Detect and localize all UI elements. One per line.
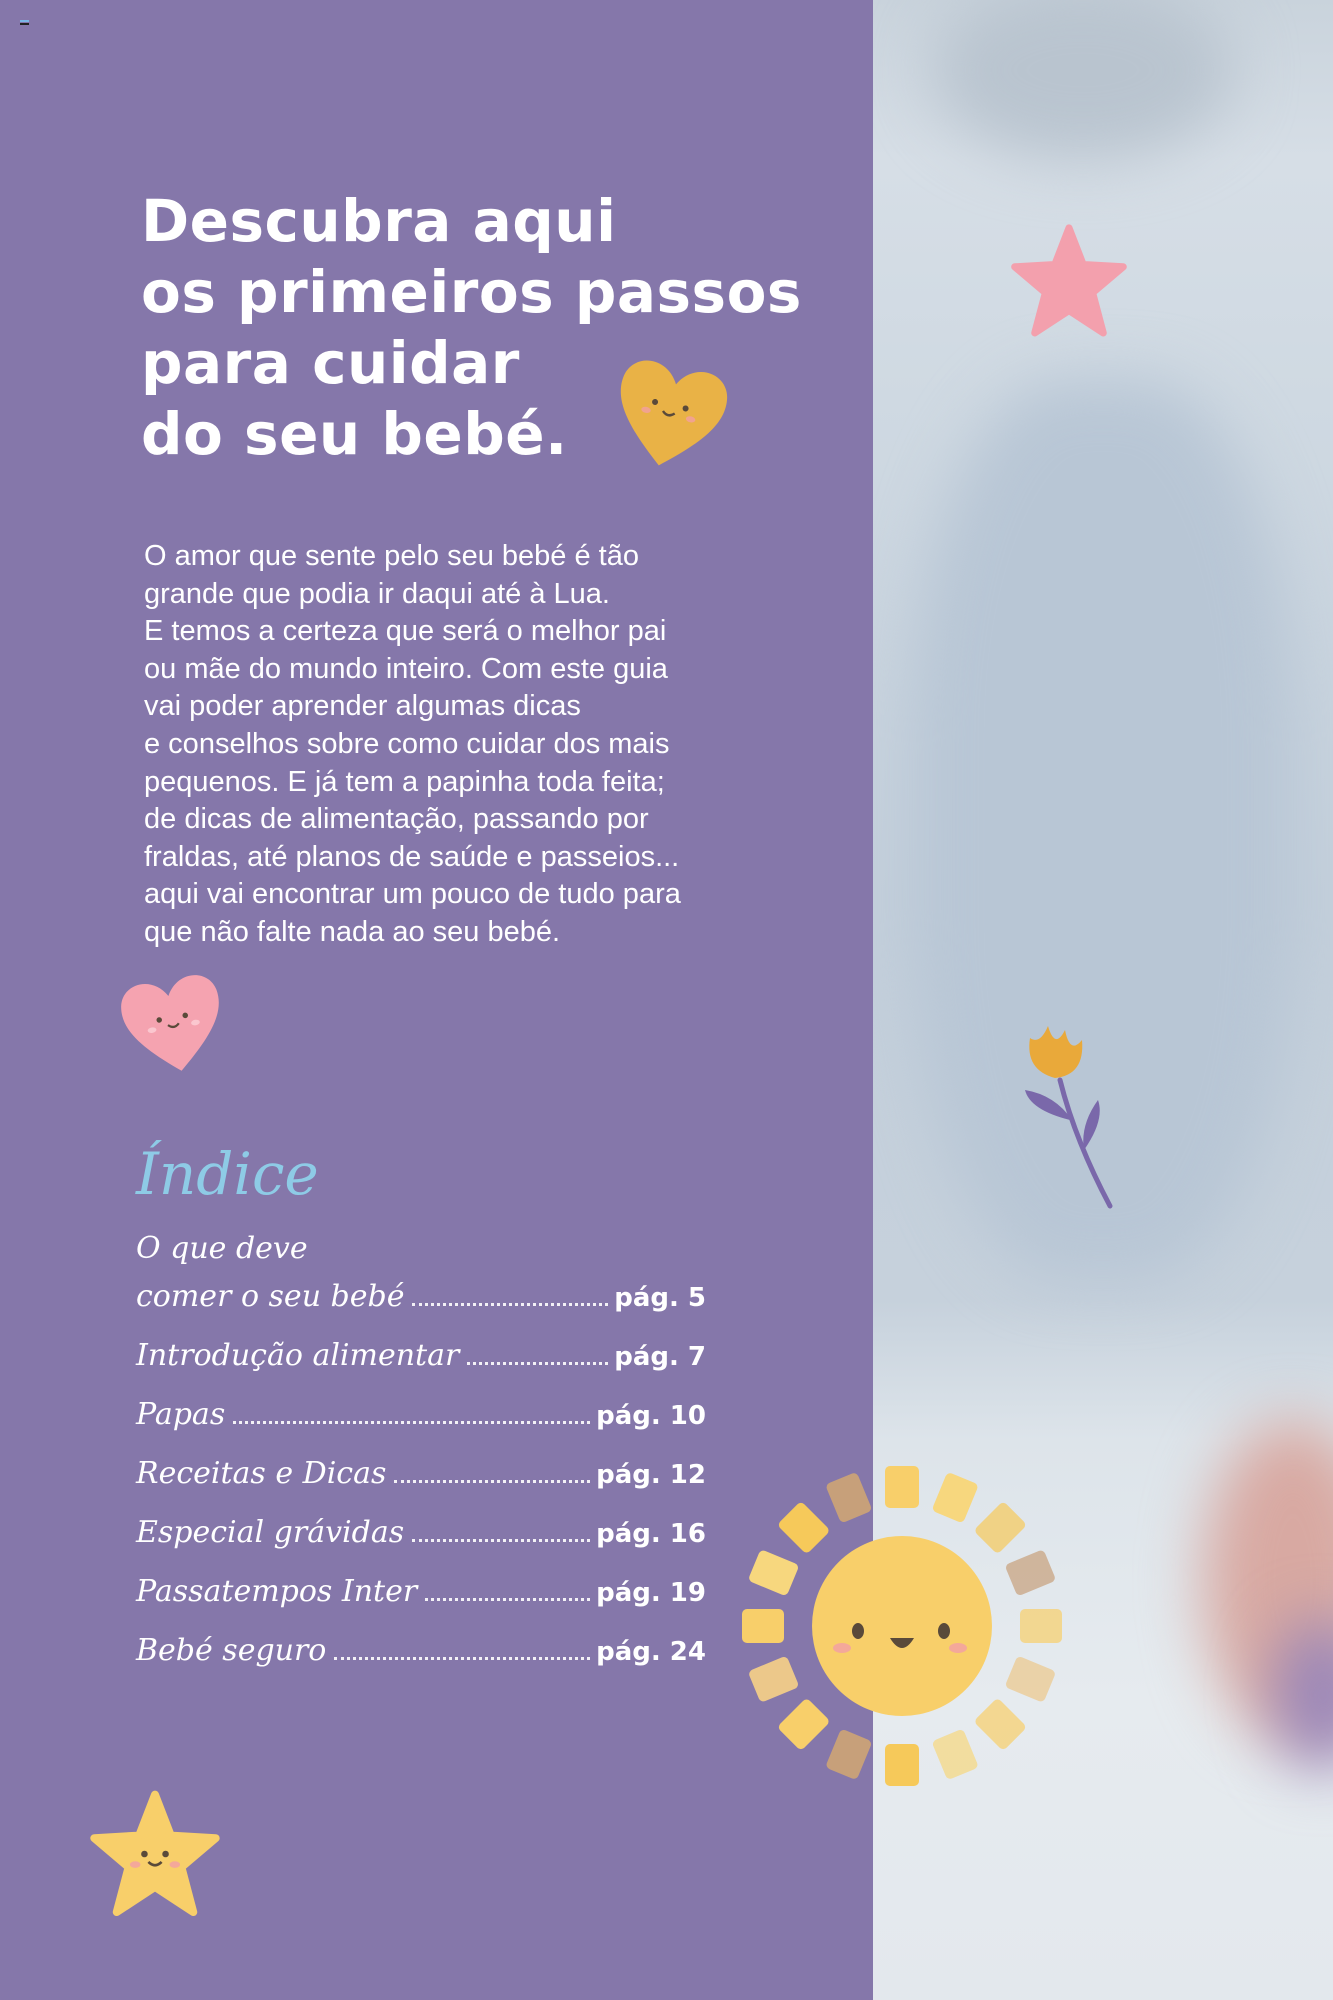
sun-ray bbox=[749, 1550, 798, 1596]
intro-text: O amor que sente pelo seu bebé é tão gra… bbox=[144, 538, 764, 952]
toc-entry[interactable]: comer o seu bebé pág. 5 bbox=[136, 1276, 706, 1335]
sun-ray bbox=[778, 1502, 829, 1553]
intro-line: aqui vai encontrar um pouco de tudo para bbox=[144, 878, 681, 911]
sun-ray bbox=[1020, 1609, 1062, 1643]
toc-page: pág. 16 bbox=[596, 1519, 706, 1549]
sun-ray bbox=[932, 1473, 978, 1522]
dot-leader bbox=[412, 1539, 591, 1542]
sun-ray bbox=[885, 1466, 919, 1508]
page-marker-icon bbox=[20, 20, 29, 25]
toc-entry[interactable]: Introdução alimentar pág. 7 bbox=[136, 1335, 706, 1394]
toc-entry[interactable]: Especial grávidas pág. 16 bbox=[136, 1512, 706, 1571]
sun-ray bbox=[1006, 1656, 1055, 1702]
toc-label: comer o seu bebé bbox=[136, 1279, 405, 1314]
intro-line: pequenos. E já tem a papinha toda feita; bbox=[144, 765, 665, 798]
toc-page: pág. 19 bbox=[596, 1578, 706, 1608]
toc-first-line: O que deve bbox=[136, 1228, 706, 1270]
intro-line: vai poder aprender algumas dicas bbox=[144, 690, 581, 723]
table-of-contents: O que deve comer o seu bebé pág. 5 Introd… bbox=[136, 1228, 706, 1689]
sun-ray bbox=[1006, 1550, 1055, 1596]
toc-entry[interactable]: Bebé seguro pág. 24 bbox=[136, 1630, 706, 1689]
sun-ray bbox=[826, 1473, 872, 1522]
star-icon bbox=[90, 1790, 220, 1917]
headline-line: do seu bebé. bbox=[141, 400, 568, 468]
toc-page: pág. 12 bbox=[596, 1460, 706, 1490]
headline-line: para cuidar bbox=[141, 329, 520, 397]
heart-face-icon bbox=[121, 975, 219, 1071]
toc-entry[interactable]: Papas pág. 10 bbox=[136, 1394, 706, 1453]
dot-leader bbox=[425, 1598, 591, 1601]
intro-line: que não falte nada ao seu bebé. bbox=[144, 915, 561, 948]
intro-line: ou mãe do mundo inteiro. Com este guia bbox=[144, 652, 668, 685]
sun-ray bbox=[975, 1502, 1026, 1553]
intro-line: fraldas, até planos de saúde e passeios.… bbox=[144, 840, 680, 873]
intro-line: O amor que sente pelo seu bebé é tão bbox=[144, 540, 639, 572]
dot-leader bbox=[412, 1303, 609, 1306]
star-icon bbox=[1011, 224, 1127, 337]
sun-ray bbox=[749, 1656, 798, 1702]
sun-ray bbox=[826, 1730, 872, 1779]
toc-label: Bebé seguro bbox=[136, 1633, 327, 1668]
intro-line: e conselhos sobre como cuidar dos mais bbox=[144, 727, 670, 760]
toc-page: pág. 24 bbox=[596, 1637, 706, 1667]
sun-ray bbox=[975, 1699, 1026, 1750]
toc-entry[interactable]: Receitas e Dicas pág. 12 bbox=[136, 1453, 706, 1512]
toc-entry[interactable]: Passatempos Inter pág. 19 bbox=[136, 1571, 706, 1630]
sun-ray bbox=[932, 1730, 978, 1779]
dot-leader bbox=[233, 1421, 591, 1424]
toc-label: Papas bbox=[136, 1397, 226, 1432]
headline-line: os primeiros passos bbox=[141, 258, 802, 326]
heart-face-icon bbox=[620, 360, 728, 466]
sun-face-icon bbox=[742, 1466, 1062, 1786]
toc-page: pág. 10 bbox=[596, 1401, 706, 1431]
toc-label: O que deve bbox=[136, 1231, 308, 1266]
toc-label: Especial grávidas bbox=[136, 1515, 405, 1550]
sun-ray bbox=[778, 1699, 829, 1750]
sun-ray bbox=[885, 1744, 919, 1786]
toc-page: pág. 5 bbox=[614, 1283, 706, 1313]
toc-label: Receitas e Dicas bbox=[136, 1456, 387, 1491]
index-title: Índice bbox=[136, 1140, 319, 1208]
toc-label: Introdução alimentar bbox=[136, 1338, 460, 1373]
intro-line: E temos a certeza que será o melhor pai bbox=[144, 615, 667, 648]
flower-icon bbox=[1025, 1026, 1113, 1209]
intro-line: de dicas de alimentação, passando por bbox=[144, 803, 649, 836]
headline-line: Descubra aqui bbox=[141, 187, 617, 255]
dot-leader bbox=[394, 1480, 591, 1483]
sun-ray bbox=[742, 1609, 784, 1643]
toc-page: pág. 7 bbox=[614, 1342, 706, 1372]
intro-line: grande que podia ir daqui até à Lua. bbox=[144, 577, 610, 610]
toc-label: Passatempos Inter bbox=[136, 1574, 418, 1609]
dot-leader bbox=[334, 1657, 591, 1660]
headline: Descubra aqui os primeiros passos para c… bbox=[141, 186, 802, 470]
dot-leader bbox=[467, 1362, 609, 1365]
